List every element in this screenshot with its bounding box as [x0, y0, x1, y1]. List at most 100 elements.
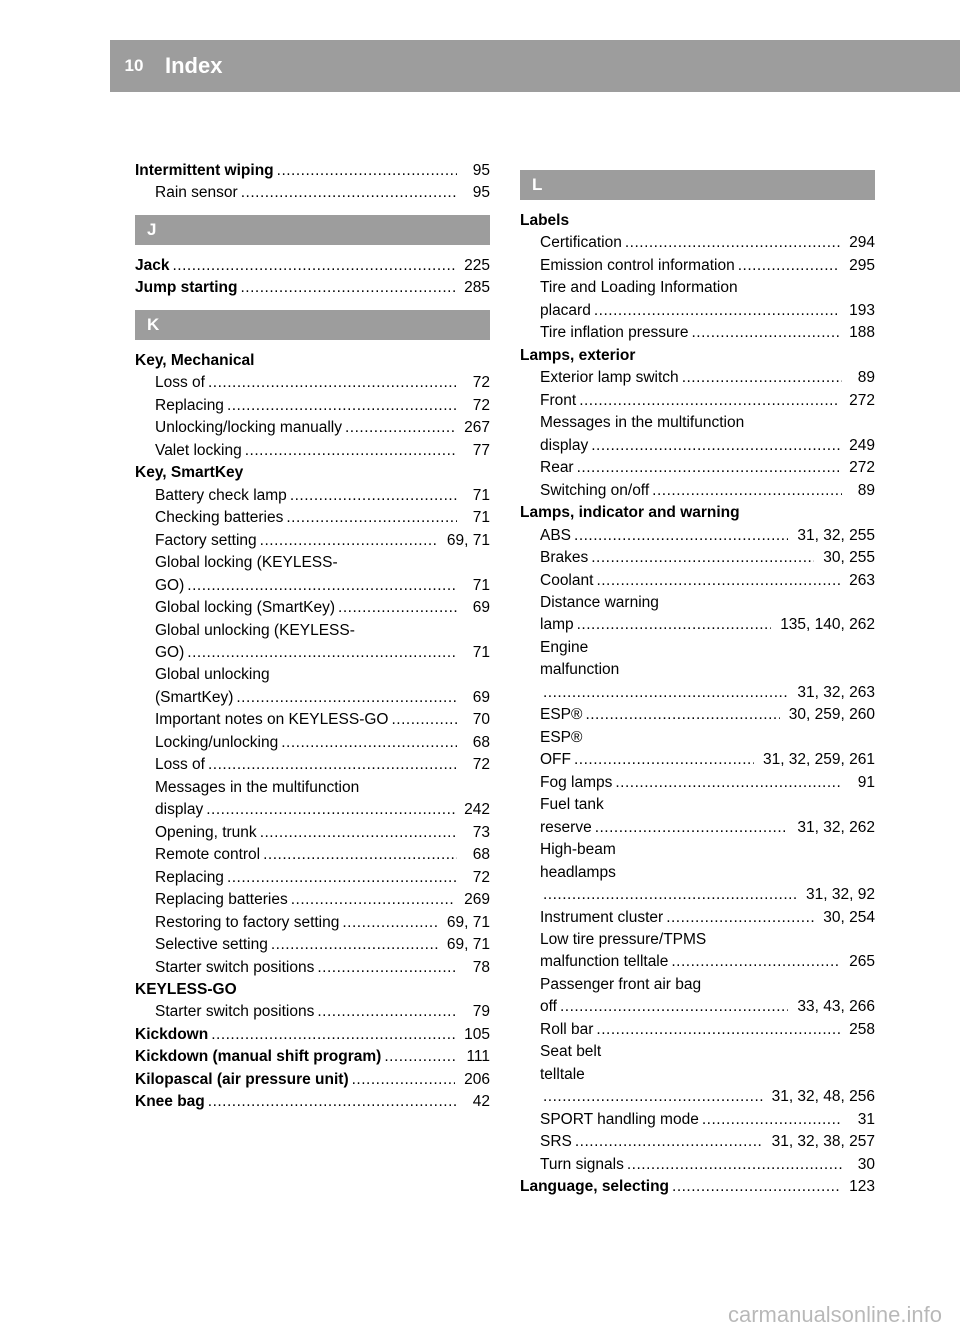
- index-entry: Turn signals30: [520, 1154, 875, 1176]
- entry-page: 258: [843, 1019, 875, 1041]
- entry-label: Messages in the multifunction: [155, 777, 359, 799]
- entry-label: Kilopascal (air pressure unit): [135, 1069, 349, 1091]
- entry-page: 72: [460, 754, 490, 776]
- entry-label: Important notes on KEYLESS-GO: [155, 709, 388, 731]
- entry-page: 68: [460, 732, 490, 754]
- entry-page: 30, 254: [817, 907, 875, 929]
- entry-page: 105: [458, 1024, 490, 1046]
- index-entry: Battery check lamp71: [135, 485, 490, 507]
- leader-dots: [591, 435, 840, 457]
- entry-label: Replacing batteries: [155, 889, 288, 911]
- entry-label: Rear: [540, 457, 574, 479]
- entry-label: Engine: [540, 637, 588, 659]
- leader-dots: [281, 732, 457, 754]
- entry-label: Intermittent wiping: [135, 160, 274, 182]
- leader-dots: [345, 417, 455, 439]
- leader-dots: [338, 597, 457, 619]
- entry-page: 42: [460, 1091, 490, 1113]
- leader-dots: [208, 754, 457, 776]
- index-entry: Global locking (SmartKey)69: [135, 597, 490, 619]
- entry-label: telltale: [540, 1064, 585, 1086]
- entry-label: Turn signals: [540, 1154, 624, 1176]
- entry-page: 31, 32, 263: [791, 682, 875, 704]
- entry-page: 31, 32, 262: [791, 817, 875, 839]
- index-entry: Opening, trunk73: [135, 822, 490, 844]
- index-entry: headlamps: [520, 862, 875, 884]
- entry-label: Kickdown (manual shift program): [135, 1046, 381, 1068]
- index-entry: SRS31, 32, 38, 257: [520, 1131, 875, 1153]
- entry-page: 72: [460, 372, 490, 394]
- entry-label: Certification: [540, 232, 622, 254]
- entry-label: Fog lamps: [540, 772, 612, 794]
- entry-label: Locking/unlocking: [155, 732, 278, 754]
- entry-label: Kickdown: [135, 1024, 208, 1046]
- index-entry: Exterior lamp switch 89: [520, 367, 875, 389]
- index-entry: Low tire pressure/TPMS: [520, 929, 875, 951]
- entry-page: 272: [843, 457, 875, 479]
- entry-label: off: [540, 996, 557, 1018]
- index-entry: Starter switch positions79: [135, 1001, 490, 1023]
- leader-dots: [277, 160, 457, 182]
- index-entry: telltale: [520, 1064, 875, 1086]
- index-entry: Replacing72: [135, 867, 490, 889]
- entry-label: Exterior lamp switch: [540, 367, 679, 389]
- entry-label: placard: [540, 300, 591, 322]
- leader-dots: [596, 570, 840, 592]
- entry-page: 111: [460, 1046, 490, 1068]
- entry-label: Loss of: [155, 754, 205, 776]
- index-entry: Knee bag42: [135, 1091, 490, 1113]
- entry-label: Checking batteries: [155, 507, 283, 529]
- leader-dots: [317, 957, 457, 979]
- entry-page: 33, 43, 266: [791, 996, 875, 1018]
- entry-page: 272: [843, 390, 875, 412]
- index-entry: Kickdown (manual shift program) 111: [135, 1046, 490, 1068]
- leader-dots: [206, 799, 455, 821]
- index-entry: Rear 272: [520, 457, 875, 479]
- watermark: carmanualsonline.info: [728, 1302, 942, 1328]
- entry-label: OFF: [540, 749, 571, 771]
- entry-label: Distance warning: [540, 592, 659, 614]
- index-entry: ESP®30, 259, 260: [520, 704, 875, 726]
- entry-page: 89: [845, 367, 875, 389]
- index-entry: off 33, 43, 266: [520, 996, 875, 1018]
- entry-label: Brakes: [540, 547, 588, 569]
- entry-page: 71: [460, 642, 490, 664]
- index-entry: Remote control68: [135, 844, 490, 866]
- entry-page: 135, 140, 262: [774, 614, 875, 636]
- index-entry: Brakes30, 255: [520, 547, 875, 569]
- leader-dots: [236, 687, 457, 709]
- entry-label: Fuel tank: [540, 794, 604, 816]
- entry-page: 193: [843, 300, 875, 322]
- leader-dots: [263, 844, 457, 866]
- index-entry: Important notes on KEYLESS-GO70: [135, 709, 490, 731]
- entry-label: Starter switch positions: [155, 957, 314, 979]
- entry-label: display: [155, 799, 203, 821]
- leader-dots: [560, 996, 788, 1018]
- index-entry: Seat belt: [520, 1041, 875, 1063]
- entry-page: 242: [458, 799, 490, 821]
- leader-dots: [702, 1109, 842, 1131]
- entry-label: display: [540, 435, 588, 457]
- leader-dots: [594, 300, 840, 322]
- index-entry: Kickdown 105: [135, 1024, 490, 1046]
- leader-dots: [227, 867, 457, 889]
- index-entry: lamp135, 140, 262: [520, 614, 875, 636]
- entry-page: 31, 32, 255: [791, 525, 875, 547]
- entry-label: Switching on/off: [540, 480, 649, 502]
- index-entry: Replacing72: [135, 395, 490, 417]
- index-entry: Factory setting69, 71: [135, 530, 490, 552]
- index-entry: Locking/unlocking 68: [135, 732, 490, 754]
- index-entry: GO)71: [135, 575, 490, 597]
- entry-page: 269: [458, 889, 490, 911]
- entry-page: 89: [845, 480, 875, 502]
- index-entry: Lamps, indicator and warning: [520, 502, 875, 524]
- entry-page: 249: [843, 435, 875, 457]
- index-entry: Checking batteries71: [135, 507, 490, 529]
- entry-page: 265: [843, 951, 875, 973]
- entry-page: 78: [460, 957, 490, 979]
- leader-dots: [241, 182, 457, 204]
- leader-dots: [172, 255, 455, 277]
- index-entry: 31, 32, 48, 256: [520, 1086, 875, 1108]
- index-entry: Jack225: [135, 255, 490, 277]
- leader-dots: [291, 889, 455, 911]
